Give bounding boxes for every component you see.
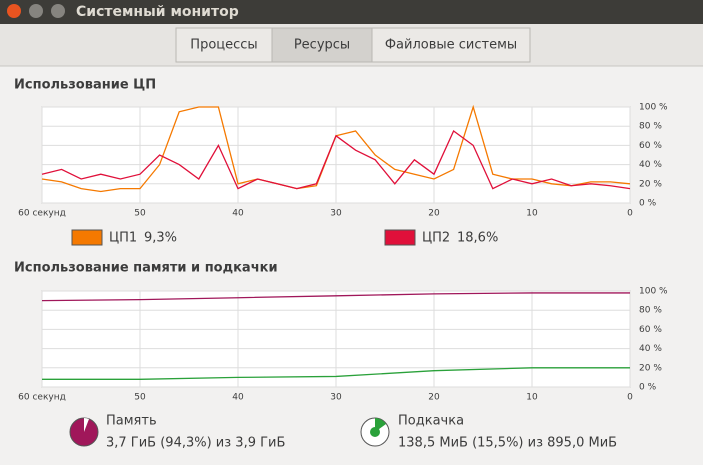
legend-name: Память	[106, 414, 157, 429]
y-tick-label: 0 %	[639, 383, 657, 393]
y-tick-label: 0 %	[639, 199, 657, 209]
x-tick-label: 50	[134, 393, 146, 403]
y-tick-label: 80 %	[639, 122, 662, 132]
section-title: Использование ЦП	[14, 78, 156, 93]
minimize-button[interactable]	[29, 4, 43, 18]
series-line	[42, 367, 630, 380]
x-tick-label: 60 секунд	[18, 393, 66, 403]
x-tick-label: 60 секунд	[18, 209, 66, 219]
y-tick-label: 80 %	[639, 306, 662, 316]
tab-label[interactable]: Ресурсы	[294, 38, 350, 53]
y-tick-label: 40 %	[639, 160, 662, 170]
maximize-button[interactable]	[51, 4, 65, 18]
x-tick-label: 10	[526, 393, 538, 403]
window-title: Системный монитор	[76, 4, 239, 20]
x-tick-label: 40	[232, 209, 244, 219]
tab[interactable]	[371, 27, 531, 63]
y-tick-label: 60 %	[639, 325, 662, 335]
y-tick-label: 100 %	[639, 103, 668, 113]
x-tick-label: 20	[428, 393, 440, 403]
y-tick-label: 20 %	[639, 363, 662, 373]
x-tick-label: 30	[330, 393, 342, 403]
title-bar	[0, 0, 703, 24]
y-tick-label: 20 %	[639, 179, 662, 189]
y-tick-label: 100 %	[639, 287, 668, 297]
series-line	[41, 130, 631, 190]
tab-label[interactable]: Файловые системы	[385, 38, 517, 53]
x-tick-label: 10	[526, 209, 538, 219]
legend-swatch	[384, 229, 416, 246]
memory-icon-free	[84, 418, 89, 432]
memory-section: Использование памяти и подкачки 60 секунд…	[14, 261, 668, 451]
cpu-section: Использование ЦП 60 секунд 50 40 30 20 10 0 0 % 2…	[14, 78, 668, 246]
x-tick-label: 0	[627, 209, 633, 219]
close-button[interactable]	[7, 4, 21, 18]
x-tick-label: 50	[134, 209, 146, 219]
tab[interactable]	[271, 27, 373, 63]
x-tick-label: 0	[627, 393, 633, 403]
y-tick-label: 40 %	[639, 344, 662, 354]
legend-name: ЦП1	[109, 231, 137, 246]
series-line	[41, 292, 630, 302]
legend-detail: 3,7 ГиБ (94,3%) из 3,9 ГиБ	[106, 436, 285, 451]
x-tick-label: 20	[428, 209, 440, 219]
tab[interactable]	[175, 27, 273, 63]
legend-detail: 138,5 МиБ (15,5%) из 895,0 МиБ	[398, 436, 617, 451]
legend-value: 9,3%	[144, 231, 177, 246]
legend-swatch	[71, 229, 103, 246]
y-tick-label: 60 %	[639, 141, 662, 151]
section-title: Использование памяти и подкачки	[14, 261, 278, 276]
tab-bar: Процессы Ресурсы Файловые системы	[175, 27, 531, 63]
legend-name: ЦП2	[422, 231, 450, 246]
legend-name: Подкачка	[398, 414, 464, 429]
x-tick-label: 30	[330, 209, 342, 219]
x-tick-label: 40	[232, 393, 244, 403]
legend-value: 18,6%	[457, 231, 498, 246]
tab-label[interactable]: Процессы	[190, 38, 257, 53]
swap-icon-center	[370, 427, 380, 437]
